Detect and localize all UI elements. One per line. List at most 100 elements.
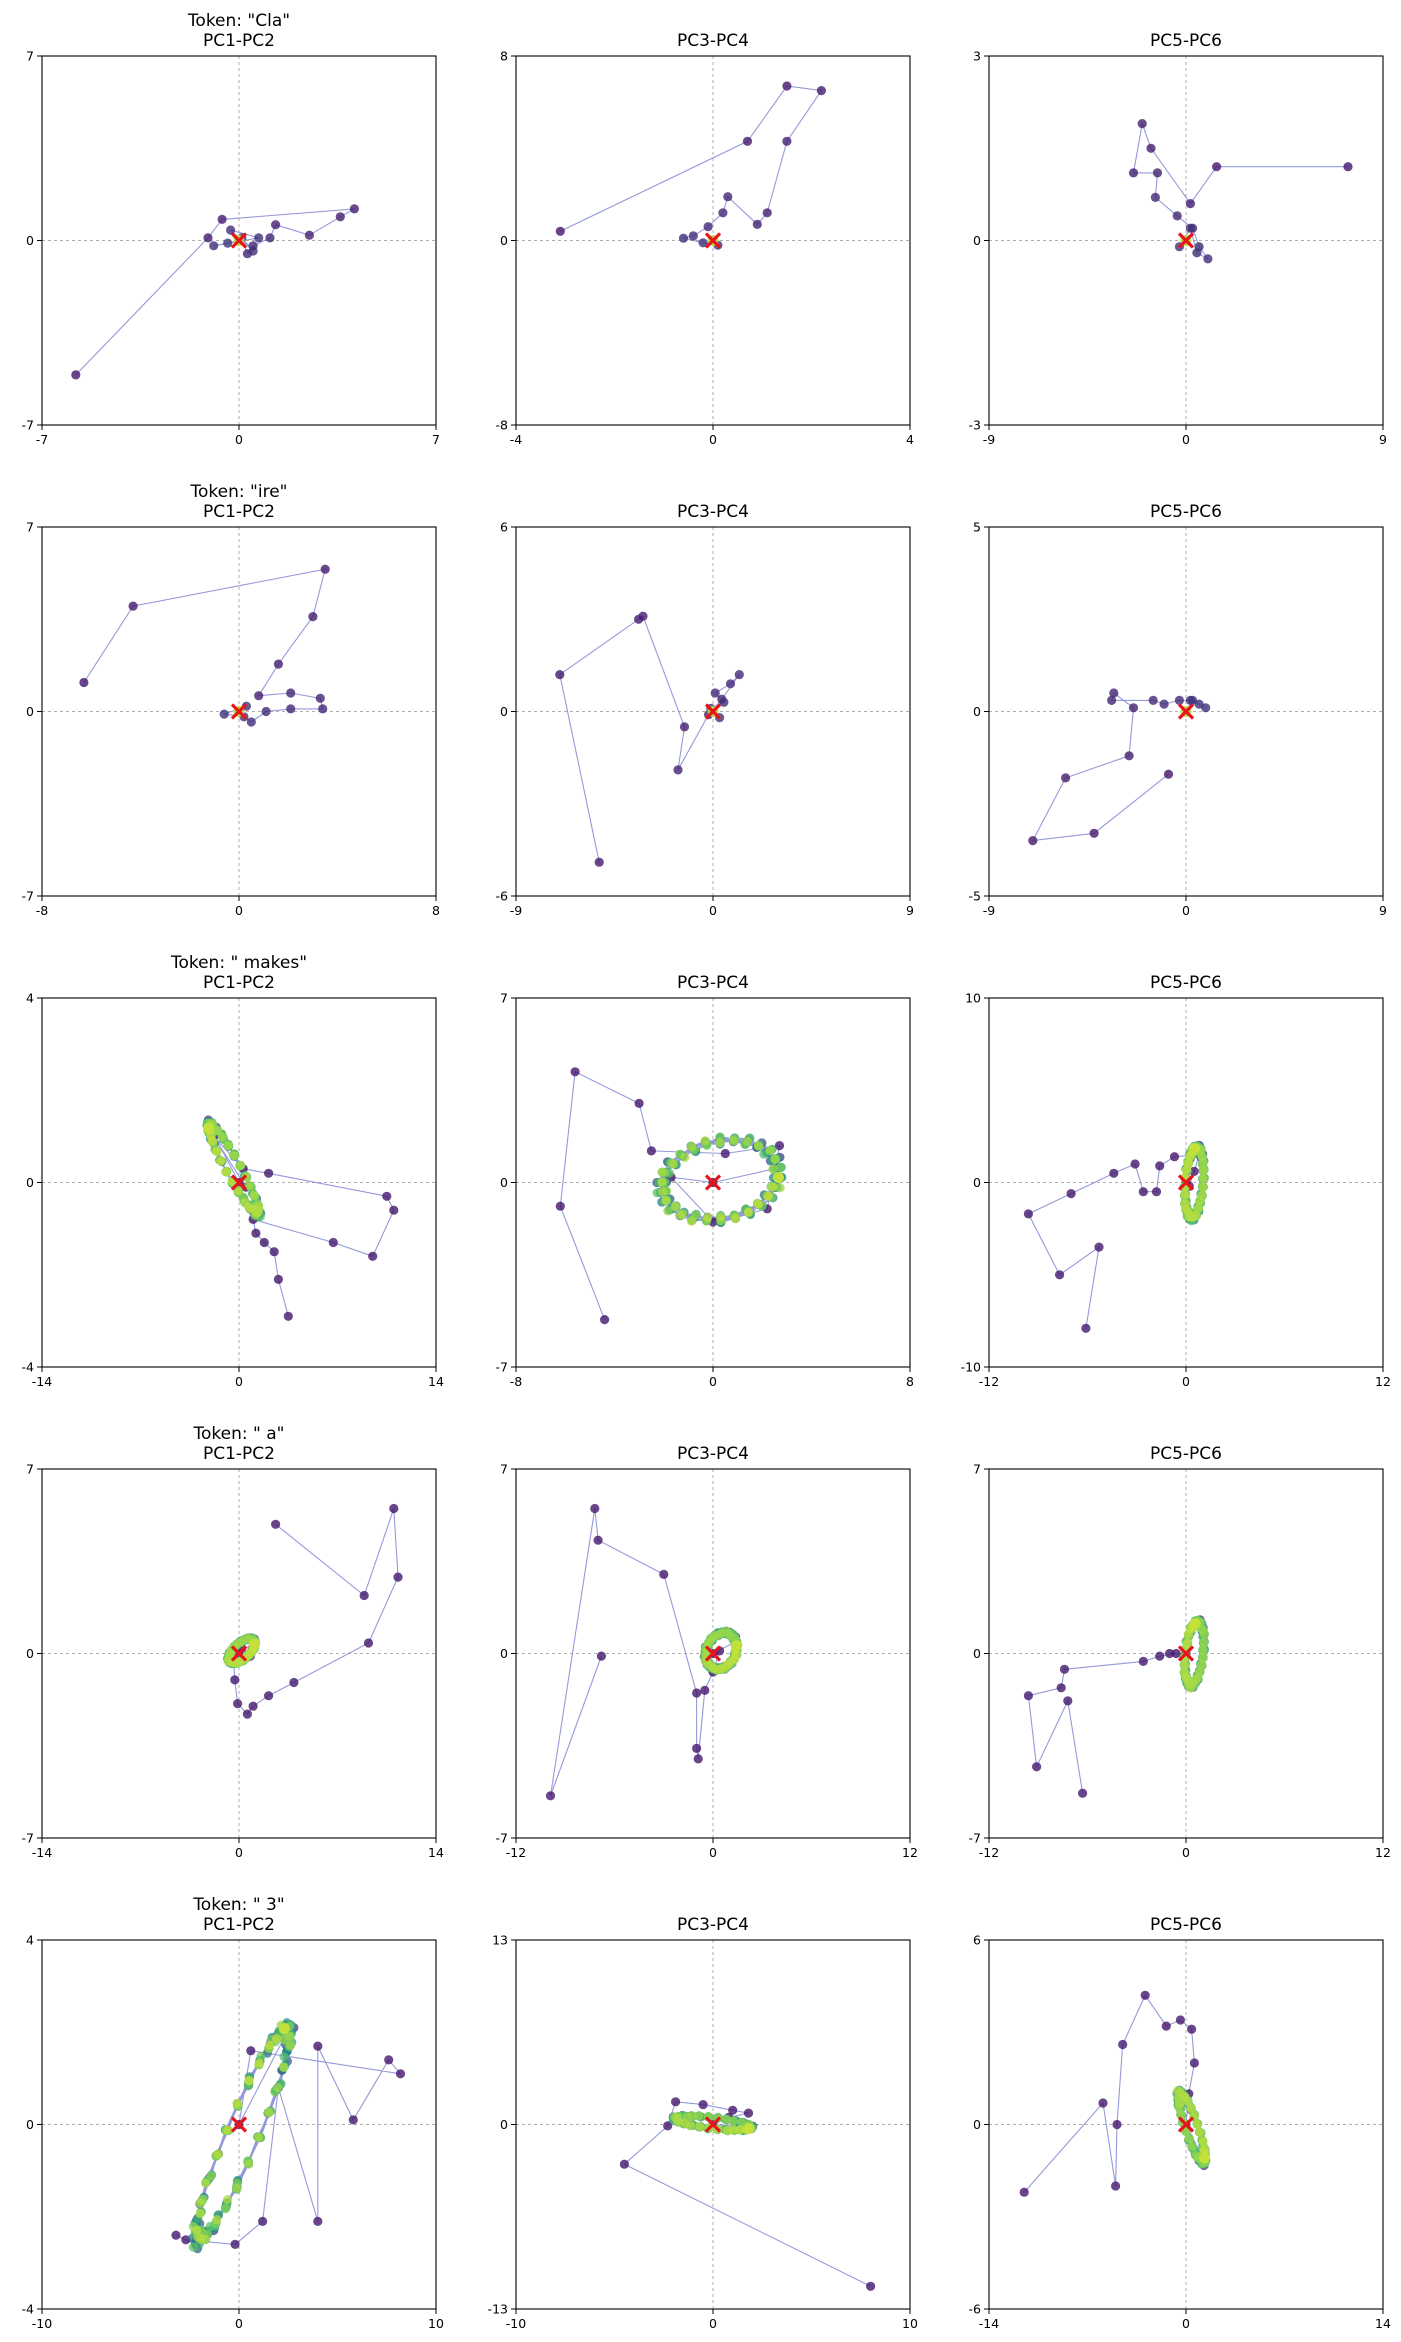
chart-13-point — [271, 2033, 282, 2044]
chart-8-point — [715, 1138, 725, 1148]
chart-10-final-point — [248, 1638, 260, 1650]
chart-13-point — [212, 2215, 222, 2225]
chart-2-point — [698, 238, 708, 248]
chart-11-point — [590, 1503, 600, 1514]
chart-12-panel: PC5-PC6 -12 0 12 -7 0 7 — [969, 1444, 1391, 1860]
chart-10-y-tick-label: 7 — [26, 1462, 34, 1477]
chart-4-token-label: Token: "ire" — [190, 482, 288, 502]
chart-13-point — [220, 2204, 231, 2214]
chart-5-point — [725, 679, 736, 689]
chart-14-origin-marker — [704, 2116, 722, 2133]
chart-6-point — [1028, 836, 1038, 846]
chart-13-point — [232, 2183, 242, 2194]
chart-1-title: PC1-PC2 — [203, 31, 275, 51]
chart-6-y-tick-label: 5 — [973, 520, 981, 535]
chart-3-y-tick-label: 0 — [973, 233, 981, 248]
chart-9-point — [1189, 1166, 1199, 1176]
chart-9-point — [1180, 1199, 1190, 1209]
chart-1-x-tick-label: 7 — [432, 432, 440, 447]
chart-6-y-tick-label: 0 — [973, 704, 981, 719]
chart-1-point — [335, 212, 345, 222]
chart-8-point — [766, 1145, 776, 1155]
chart-2-point — [742, 136, 753, 146]
chart-2-panel: PC3-PC4 -4 0 4 -8 0 8 — [496, 31, 914, 447]
chart-5-point — [673, 765, 683, 775]
chart-13-x-tick-label: 10 — [428, 2316, 444, 2331]
chart-9-y-tick-label: -10 — [961, 1360, 981, 1375]
chart-8-origin-marker-stroke-b — [704, 1174, 722, 1191]
chart-13-point — [193, 2232, 203, 2242]
chart-1-y-tick-label: 7 — [26, 49, 34, 64]
chart-2-point — [718, 208, 728, 218]
chart-8-point — [663, 1206, 673, 1216]
chart-12-point — [1198, 1645, 1208, 1655]
chart-8-x-tick-label: -8 — [510, 1374, 523, 1389]
chart-9-point — [1155, 1161, 1165, 1171]
chart-13-point — [192, 2225, 202, 2235]
chart-8-final-point — [773, 1171, 785, 1183]
chart-8-point — [775, 1183, 785, 1193]
chart-13-point — [171, 2230, 181, 2240]
chart-15-point — [1191, 2151, 1201, 2161]
chart-13-panel: Token: " 3"PC1-PC2 -10 0 10 -4 0 4 — [22, 1895, 444, 2331]
chart-5-point — [719, 697, 729, 707]
chart-7-point — [217, 1132, 228, 1142]
chart-8-point — [634, 1098, 644, 1108]
chart-5-point — [710, 688, 720, 698]
chart-15-point — [1161, 2021, 1171, 2031]
chart-12-title: PC5-PC6 — [1150, 1444, 1222, 1464]
chart-3-point — [1192, 248, 1202, 258]
chart-11-point — [700, 1685, 710, 1695]
chart-4-point — [318, 704, 328, 714]
chart-11-panel: PC3-PC4 -12 0 12 -7 0 7 — [496, 1444, 918, 1860]
chart-10-point — [363, 1638, 374, 1648]
chart-3-point — [1203, 254, 1213, 264]
chart-7-point — [269, 1247, 279, 1257]
chart-9-point — [1195, 1196, 1205, 1206]
chart-3-x-tick-label: 0 — [1182, 432, 1190, 447]
chart-8-point — [668, 1159, 679, 1169]
chart-7-point — [382, 1191, 392, 1201]
chart-15-point — [1140, 1990, 1150, 2000]
chart-7-point — [259, 1237, 269, 1248]
chart-8-y-tick-label: 0 — [500, 1175, 508, 1190]
chart-13-point — [223, 2125, 233, 2135]
chart-10-y-tick-label: -7 — [22, 1831, 34, 1846]
chart-5-x-tick-label: 0 — [709, 903, 717, 918]
chart-15-origin-marker — [1177, 2116, 1195, 2133]
chart-11-x-tick-label: 0 — [709, 1845, 717, 1860]
chart-12-x-tick-label: -12 — [979, 1845, 999, 1860]
chart-12-point — [1182, 1638, 1193, 1648]
chart-9-point — [1198, 1182, 1209, 1192]
chart-7-x-tick-label: 14 — [428, 1374, 444, 1389]
chart-7-point — [244, 1180, 254, 1190]
chart-13-y-tick-label: -4 — [22, 2302, 35, 2317]
chart-9-point — [1066, 1189, 1076, 1199]
chart-10-point — [233, 1699, 243, 1709]
chart-9-origin-marker-stroke-b — [1177, 1174, 1195, 1191]
chart-15-point — [1187, 2024, 1197, 2034]
chart-8-point — [753, 1141, 764, 1151]
chart-15-point — [1192, 2119, 1202, 2129]
chart-1-point — [254, 233, 264, 243]
chart-7-point — [251, 1228, 261, 1238]
chart-14-point — [682, 2112, 692, 2122]
chart-12-origin-marker-stroke-b — [1177, 1645, 1195, 1662]
chart-6-point — [1188, 695, 1198, 706]
chart-7-panel: Token: " makes"PC1-PC2 -14 0 14 -4 0 4 — [22, 953, 444, 1389]
chart-9-point — [1130, 1159, 1140, 1169]
chart-4-x-tick-label: 0 — [235, 903, 243, 918]
chart-14-y-tick-label: 0 — [500, 2117, 508, 2132]
chart-2-x-tick-label: -4 — [510, 432, 523, 447]
chart-2-point — [782, 136, 792, 146]
chart-11-point — [659, 1569, 669, 1579]
chart-1-point — [265, 233, 275, 243]
chart-3-point — [1172, 211, 1182, 221]
chart-15-final-point — [1199, 2152, 1211, 2164]
chart-1-y-tick-label: -7 — [22, 418, 34, 433]
chart-15-point — [1176, 2109, 1186, 2119]
chart-11-title: PC3-PC4 — [677, 1444, 749, 1464]
chart-10-origin-marker — [230, 1645, 248, 1662]
chart-13-point — [244, 2159, 254, 2169]
